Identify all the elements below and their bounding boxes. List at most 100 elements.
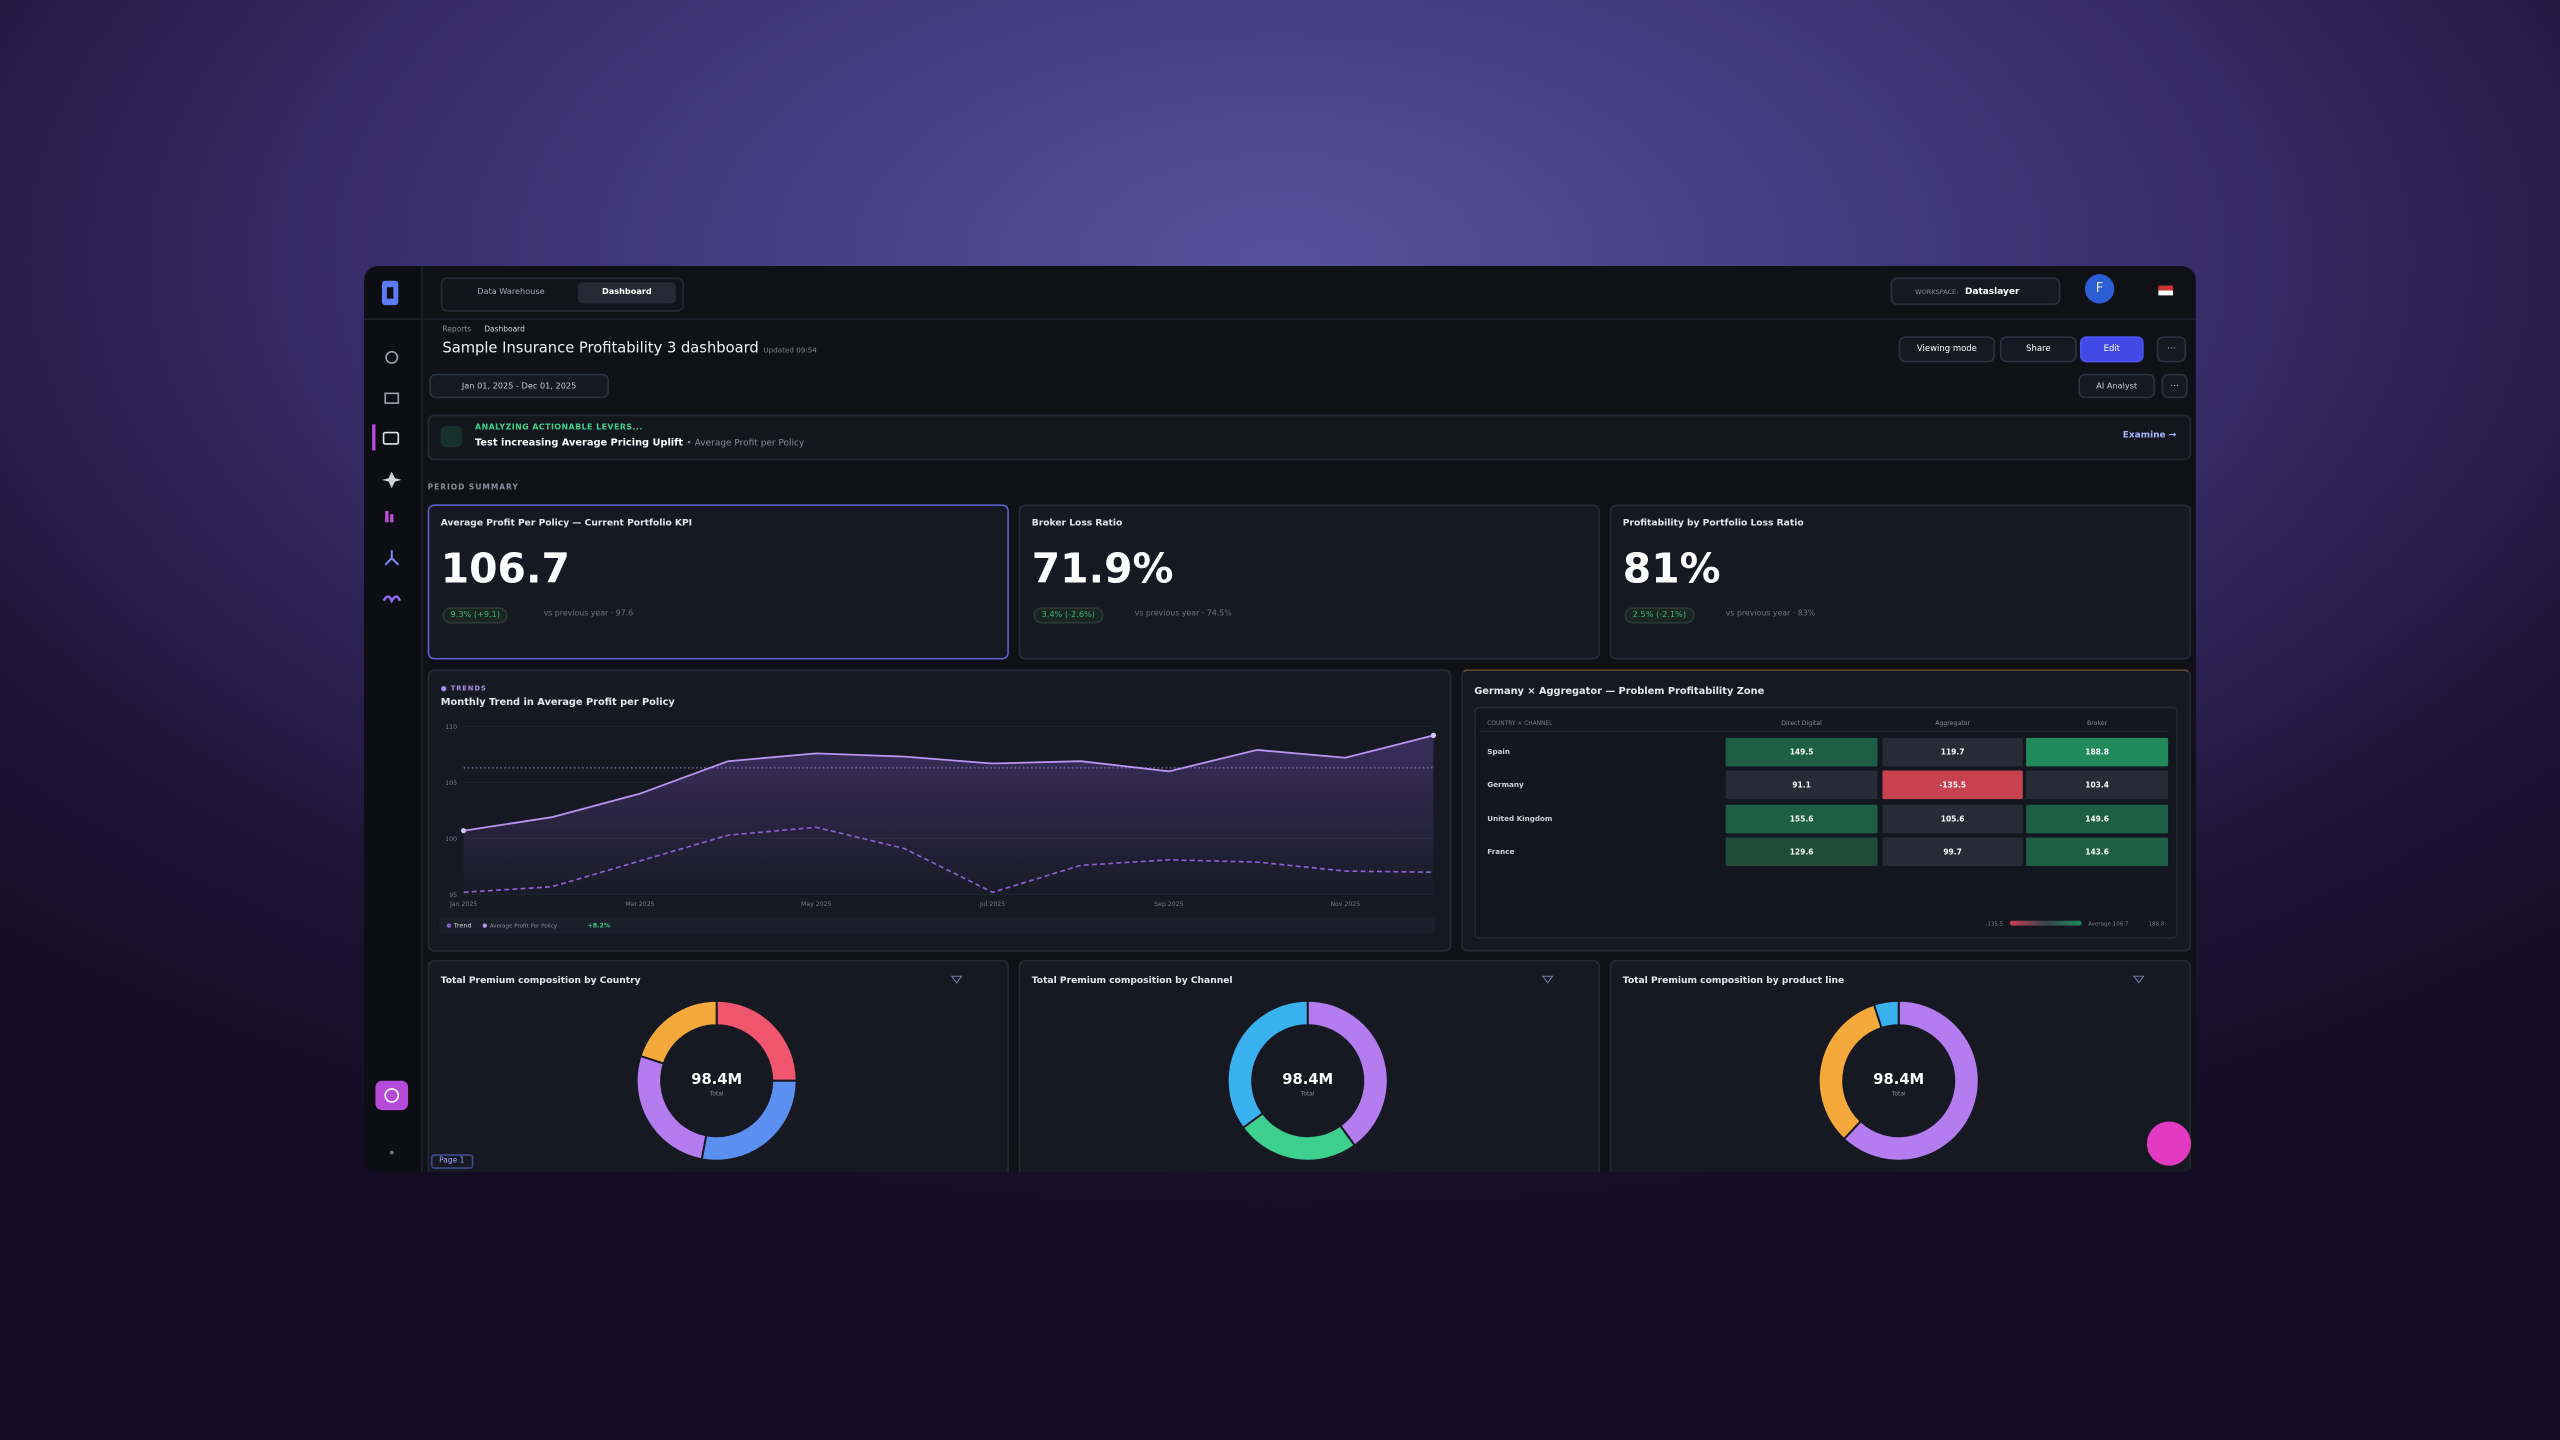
tab-bar: Data Warehouse Dashboard bbox=[440, 277, 685, 312]
database-icon[interactable] bbox=[382, 431, 400, 445]
point bbox=[460, 828, 467, 834]
kpi-compare: vs previous year · 83% bbox=[1725, 610, 1816, 619]
kpi-compare: vs previous year · 97.6 bbox=[543, 610, 634, 619]
heatmap-title: Germany × Aggregator — Problem Profitabi… bbox=[1474, 685, 1765, 698]
active-indicator bbox=[372, 424, 376, 451]
updated-time: Updated 09:54 bbox=[763, 347, 817, 356]
y-tick-label: 100 bbox=[445, 836, 457, 843]
app-window: Data Warehouse Dashboard WORKSPACE: Datas… bbox=[364, 266, 2196, 1173]
chat-button[interactable] bbox=[2146, 1121, 2191, 1166]
breadcrumb-item[interactable]: Reports bbox=[442, 326, 472, 335]
kpi-compare: vs previous year · 74.5% bbox=[1134, 610, 1232, 619]
page-title: Sample Insurance Profitability 3 dashboa… bbox=[442, 341, 759, 358]
header-action[interactable]: Viewing mode bbox=[1898, 336, 1996, 363]
y-tick-label: 105 bbox=[445, 780, 457, 787]
cell-value: 105.6 bbox=[1941, 815, 1965, 824]
banner-label: ANALYZING ACTIONABLE LEVERS... bbox=[475, 424, 643, 433]
y-tick-label: 95 bbox=[449, 892, 457, 899]
collapse-dot[interactable] bbox=[389, 1150, 394, 1155]
add-button[interactable] bbox=[375, 1080, 409, 1111]
page-title-row: Sample Insurance Profitability 3 dashboa… bbox=[442, 341, 817, 357]
donut-segment bbox=[1226, 999, 1309, 1130]
cell-value: 119.7 bbox=[1941, 748, 1965, 757]
kpi-value: 71.9% bbox=[1031, 545, 1174, 593]
donut-title: Total Premium composition by Country bbox=[440, 976, 641, 987]
heat-cell bbox=[1725, 804, 1878, 834]
y-tick-label: 110 bbox=[445, 724, 457, 731]
donut-caption: Total bbox=[1891, 1091, 1906, 1097]
header-action[interactable]: Edit bbox=[2079, 336, 2144, 363]
column-header: Broker bbox=[2087, 720, 2108, 727]
heat-cell bbox=[1725, 737, 1878, 767]
nav-tab[interactable]: Data Warehouse bbox=[477, 287, 545, 298]
heat-cell bbox=[1725, 837, 1878, 867]
cell-value: 155.6 bbox=[1790, 815, 1814, 824]
workspace-label: WORKSPACE: bbox=[1915, 287, 1959, 296]
filter-icon bbox=[950, 975, 963, 984]
row-label: France bbox=[1487, 847, 1514, 856]
spark-icon[interactable] bbox=[381, 471, 402, 489]
donut-title: Total Premium composition by Channel bbox=[1031, 976, 1233, 987]
heat-cell bbox=[1882, 804, 2023, 834]
more-button[interactable]: ··· bbox=[2156, 336, 2187, 363]
kpi-change: 9.3% (+9.1) bbox=[442, 607, 509, 624]
trend-kicker-row: ● TRENDS bbox=[440, 683, 487, 693]
kpi-card: Broker Loss Ratio 71.9% 3.4% (-2.6%) vs pre… bbox=[1018, 504, 1600, 660]
kpi-change: 3.4% (-2.6%) bbox=[1033, 607, 1104, 624]
more-button[interactable]: ··· bbox=[2161, 373, 2188, 399]
breadcrumb-item[interactable]: Dashboard bbox=[484, 326, 525, 335]
legend-min: -135.5 bbox=[1985, 922, 2003, 928]
fork-icon[interactable] bbox=[384, 550, 399, 566]
header-action[interactable]: Share bbox=[1999, 336, 2077, 363]
heat-cell bbox=[1882, 737, 2023, 767]
settings-icon[interactable] bbox=[385, 350, 399, 364]
column-header: Direct Digital bbox=[1781, 720, 1822, 727]
workspace-selector[interactable]: WORKSPACE: Dataslayer bbox=[1890, 277, 2061, 306]
kpi-value: 81% bbox=[1622, 545, 1721, 593]
point bbox=[1430, 732, 1437, 739]
kpi-change: 2.5% (-2.1%) bbox=[1624, 607, 1695, 624]
x-tick-label: Nov 2025 bbox=[1330, 901, 1360, 908]
chart-icon-bar bbox=[390, 514, 394, 523]
cell-value: 129.6 bbox=[1790, 847, 1814, 856]
list-icon[interactable] bbox=[384, 392, 400, 404]
filter-icon bbox=[2132, 975, 2145, 984]
page-tab[interactable]: Page 1 bbox=[430, 1154, 473, 1169]
cell-value: 149.5 bbox=[1790, 748, 1814, 757]
nav-tab[interactable]: Dashboard bbox=[577, 282, 676, 304]
kpi-card: Average Profit Per Policy — Current Port… bbox=[427, 504, 1009, 660]
examine-link[interactable]: Examine → bbox=[2122, 430, 2177, 441]
language-flag[interactable] bbox=[2158, 285, 2174, 296]
heat-cell bbox=[1882, 770, 2023, 800]
chart-icon[interactable] bbox=[385, 510, 389, 523]
ai-analyst-button[interactable]: AI Analyst bbox=[2078, 373, 2156, 399]
heat-cell bbox=[1725, 770, 1878, 800]
donut-caption: Total bbox=[1300, 1091, 1315, 1097]
legend-swatch bbox=[446, 923, 452, 928]
legend-label: Average Profit Per Policy bbox=[490, 924, 558, 930]
legend-bar bbox=[439, 917, 1436, 934]
heat-cell bbox=[2026, 737, 2169, 767]
heatmap-corner: COUNTRY × CHANNEL bbox=[1487, 721, 1553, 727]
donut-segment bbox=[1872, 999, 1900, 1030]
x-tick-label: Jul 2025 bbox=[979, 901, 1005, 908]
kpi-value: 106.7 bbox=[440, 545, 570, 593]
banner-sub: • Average Profit per Policy bbox=[686, 438, 805, 449]
kpi-card: Profitability by Portfolio Loss Ratio 81%… bbox=[1609, 504, 2191, 660]
breadcrumb: Reports Dashboard bbox=[442, 326, 538, 334]
row-label: Germany bbox=[1487, 780, 1524, 789]
cell-value: -135.5 bbox=[1939, 780, 1966, 789]
filter-icon bbox=[1541, 975, 1554, 984]
avatar[interactable]: F bbox=[2084, 274, 2115, 304]
wave-icon[interactable] bbox=[382, 595, 402, 604]
kpi-title: Profitability by Portfolio Loss Ratio bbox=[1622, 519, 1804, 529]
donut-segment bbox=[1817, 1003, 1883, 1141]
section-label: PERIOD SUMMARY bbox=[427, 484, 519, 493]
donut-segment bbox=[1842, 999, 1980, 1162]
heat-cell bbox=[2026, 837, 2169, 867]
workspace-name: Dataslayer bbox=[1964, 286, 2020, 297]
date-range[interactable]: Jan 01, 2025 - Dec 01, 2025 bbox=[429, 373, 609, 399]
legend-gradient bbox=[2009, 920, 2082, 926]
donut-caption: Total bbox=[709, 1091, 724, 1097]
